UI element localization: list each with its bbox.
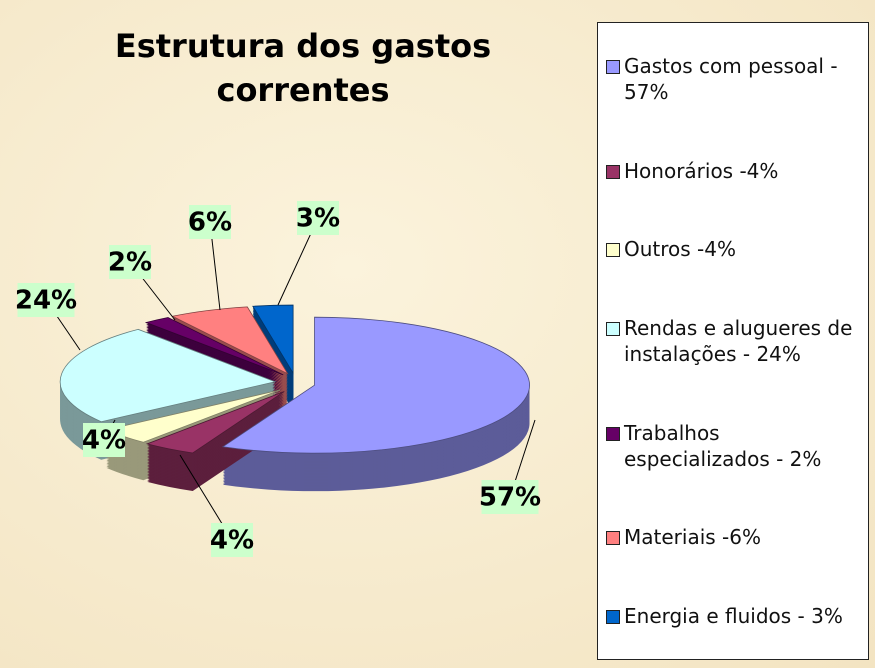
chart-title: correntes <box>216 71 389 109</box>
legend-label: Outros -4% <box>624 237 737 262</box>
data-label: 24% <box>15 286 77 316</box>
legend-swatch <box>606 531 620 546</box>
legend-swatch <box>606 164 620 179</box>
data-label: 2% <box>108 248 152 278</box>
legend-label: Energia e fluidos - 3% <box>624 603 843 628</box>
legend-label: Materiais -6% <box>624 525 761 550</box>
data-label-box <box>211 523 253 557</box>
slice <box>252 304 294 375</box>
data-label: 6% <box>188 208 232 238</box>
legend-swatch <box>606 426 620 441</box>
legend-label: Gastos com pessoal - 57% <box>624 54 838 105</box>
legend-swatch <box>606 243 620 258</box>
slice <box>145 391 285 454</box>
legend-entry: Honorários -4% <box>606 158 864 184</box>
data-label: 3% <box>296 204 340 234</box>
data-label: 57% <box>479 483 541 513</box>
legend-swatch <box>606 60 620 75</box>
legend-label: Honorários -4% <box>624 158 779 183</box>
legend-entry: Trabalhos especializados - 2% <box>606 420 864 472</box>
legend-entry: Rendas e alugueres de instalações - 24% <box>606 315 864 367</box>
legend-swatch <box>606 609 620 624</box>
legend-entry: Outros -4% <box>606 236 864 262</box>
data-label: 4% <box>82 426 126 456</box>
legend-entry: Gastos com pessoal - 57% <box>606 53 864 105</box>
data-label-box <box>189 205 231 239</box>
slice <box>144 317 284 376</box>
legend-swatch <box>606 321 620 336</box>
data-label-box <box>109 245 151 279</box>
legend-entry: Materiais -6% <box>606 524 864 550</box>
legend: Gastos com pessoal - 57% Honorários -4% Ou… <box>597 22 869 660</box>
legend-label: Trabalhos especializados - 2% <box>624 420 822 471</box>
data-label: 4% <box>210 526 254 556</box>
slice <box>221 316 530 454</box>
legend-entry: Energia e fluidos - 3% <box>606 603 864 629</box>
data-label-box <box>481 480 539 514</box>
data-label-box <box>83 423 125 457</box>
legend-label: Rendas e alugueres de instalações - 24% <box>624 315 853 366</box>
chart-title: Estrutura dos gastos <box>115 27 491 65</box>
data-label-box <box>297 201 339 235</box>
chart: Estrutura dos gastos correntes 57% 4% 4% 24… <box>15 27 541 557</box>
data-label-box <box>17 283 75 317</box>
slice <box>59 328 277 423</box>
